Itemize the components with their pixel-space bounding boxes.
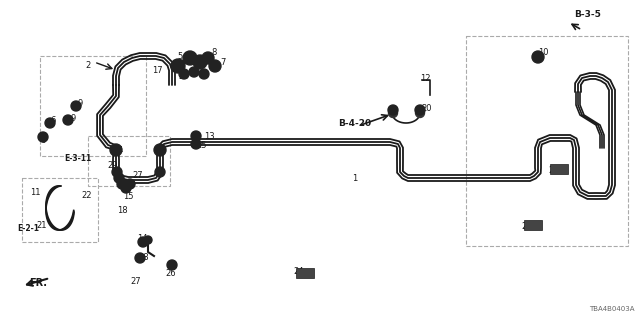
Circle shape [199, 69, 209, 79]
Text: 4: 4 [117, 146, 123, 155]
Text: 13: 13 [204, 132, 214, 140]
Circle shape [415, 105, 425, 115]
Circle shape [532, 51, 544, 63]
Text: 23: 23 [179, 71, 189, 81]
Circle shape [114, 173, 124, 183]
Text: E-3-11: E-3-11 [65, 154, 92, 163]
Circle shape [110, 144, 122, 156]
Text: 15: 15 [123, 191, 133, 201]
Text: 18: 18 [138, 253, 148, 262]
Circle shape [63, 115, 73, 125]
Circle shape [167, 260, 177, 270]
Circle shape [415, 108, 424, 117]
Circle shape [191, 139, 201, 149]
Text: B-4-20: B-4-20 [339, 118, 372, 127]
Text: FR.: FR. [29, 278, 47, 288]
Text: 11: 11 [29, 188, 40, 196]
Text: 27: 27 [132, 171, 143, 180]
Circle shape [171, 59, 185, 73]
Text: 9: 9 [70, 114, 76, 123]
Bar [296, 268, 314, 278]
Text: 9: 9 [77, 99, 83, 108]
Text: 21: 21 [36, 220, 47, 229]
Text: TBA4B0403A: TBA4B0403A [589, 306, 635, 312]
Text: 2: 2 [85, 60, 91, 69]
Circle shape [193, 55, 207, 69]
Text: 8: 8 [211, 47, 217, 57]
Text: 22: 22 [82, 190, 92, 199]
Text: 10: 10 [538, 47, 548, 57]
Text: 19: 19 [388, 108, 398, 116]
Bar [550, 164, 568, 174]
Text: E-2-1: E-2-1 [17, 223, 39, 233]
Circle shape [38, 132, 48, 142]
Bar [466, 36, 628, 246]
Circle shape [154, 144, 166, 156]
Circle shape [138, 237, 148, 247]
Circle shape [155, 167, 165, 177]
Text: 6: 6 [40, 135, 45, 145]
Bar [524, 220, 542, 230]
Circle shape [45, 118, 55, 128]
Text: 18: 18 [116, 205, 127, 214]
Circle shape [112, 167, 122, 177]
Text: 12: 12 [420, 74, 430, 83]
Text: 27: 27 [131, 276, 141, 285]
Circle shape [117, 179, 127, 189]
Text: 24: 24 [548, 165, 559, 174]
Circle shape [179, 69, 189, 79]
Text: 6: 6 [51, 116, 56, 124]
Circle shape [388, 108, 397, 117]
Circle shape [71, 101, 81, 111]
Bar [40, 56, 146, 156]
Circle shape [388, 105, 398, 115]
Bar [22, 178, 98, 242]
Circle shape [144, 236, 152, 244]
Text: 26: 26 [166, 269, 176, 278]
Circle shape [183, 51, 197, 65]
Text: 14: 14 [137, 234, 147, 243]
Circle shape [191, 131, 201, 141]
Text: 3: 3 [193, 54, 198, 63]
Text: 5: 5 [177, 52, 182, 60]
Text: 25: 25 [196, 140, 207, 149]
Text: 24: 24 [294, 268, 304, 276]
Circle shape [125, 179, 135, 189]
Text: 24: 24 [522, 221, 532, 230]
Circle shape [202, 52, 214, 64]
Text: 17: 17 [152, 66, 163, 75]
Circle shape [135, 253, 145, 263]
Bar [88, 136, 170, 186]
Circle shape [189, 67, 199, 77]
Text: 1: 1 [353, 173, 358, 182]
Circle shape [209, 60, 221, 72]
Text: 29: 29 [108, 161, 118, 170]
Text: 28: 28 [122, 180, 132, 189]
Text: 7: 7 [220, 58, 226, 67]
Text: B-3-5: B-3-5 [575, 10, 602, 19]
Circle shape [121, 183, 131, 193]
Text: 20: 20 [422, 103, 432, 113]
